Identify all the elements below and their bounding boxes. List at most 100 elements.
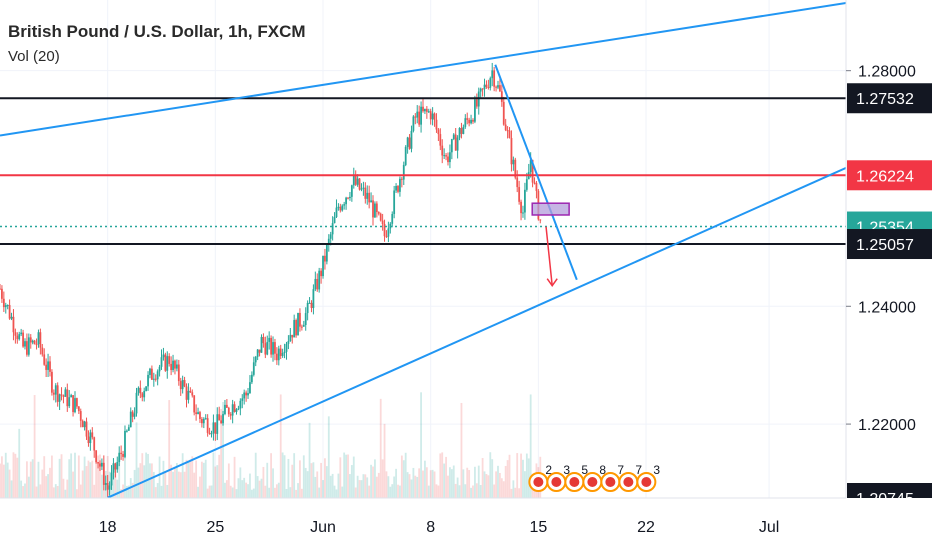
candle (245, 390, 248, 402)
candle-body (145, 386, 148, 391)
candle (535, 180, 538, 199)
candle (160, 349, 163, 370)
volume-bar (420, 392, 422, 498)
candle (325, 243, 328, 265)
candle (8, 299, 11, 320)
candle (47, 353, 49, 378)
economic-event-marker[interactable]: 7 (618, 463, 642, 492)
symbol-title[interactable]: British Pound / U.S. Dollar, 1h, FXCM (8, 22, 306, 41)
candle-body (533, 182, 536, 184)
candle (152, 372, 155, 387)
candle (279, 344, 282, 360)
volume-bar (508, 454, 511, 498)
economic-event-marker[interactable]: 5 (564, 463, 588, 492)
candle (393, 185, 396, 219)
volume-bar (462, 469, 465, 498)
candle-body (350, 185, 353, 197)
volume-indicator-label[interactable]: Vol (20) (8, 48, 60, 65)
candle-body (37, 332, 40, 345)
candle-body (14, 332, 17, 336)
candle (270, 335, 273, 358)
economic-event-marker[interactable]: 3 (636, 463, 660, 492)
candle (216, 407, 219, 441)
volume-bar (272, 468, 274, 498)
candle (27, 333, 30, 357)
volume-bar (304, 467, 307, 498)
candle-body (66, 389, 69, 407)
volume-bar (300, 488, 303, 498)
candle-body (60, 394, 63, 396)
candle-body (162, 354, 165, 358)
candle (366, 185, 369, 205)
candle (483, 78, 486, 97)
volume-bar (350, 465, 353, 498)
volume-bar (133, 469, 136, 498)
candle (449, 144, 451, 169)
candle-body (512, 159, 515, 165)
candle (229, 412, 232, 420)
price-badge-label: 1.26224 (856, 168, 914, 185)
candle-body (191, 392, 194, 396)
candle (247, 387, 249, 399)
candle (389, 222, 392, 234)
volume-bar (70, 453, 73, 498)
level-1.26224-badge[interactable]: 1.26224 (847, 160, 932, 191)
volume-bar (343, 452, 346, 498)
candle-body (379, 213, 382, 221)
candle (391, 211, 394, 228)
volume-bar (66, 479, 69, 498)
candle-body (499, 85, 501, 92)
volume-bar (145, 452, 148, 498)
candle (193, 395, 196, 416)
candle (26, 333, 28, 357)
candle (272, 336, 274, 362)
volume-bar (354, 487, 357, 498)
candle-body (249, 382, 251, 394)
volume-bar (279, 394, 282, 498)
volume-bar (466, 467, 469, 498)
arrow-head (546, 278, 558, 287)
candle-body (149, 368, 151, 375)
volume-bar (437, 485, 440, 498)
candle-body (506, 130, 509, 132)
candle-body (72, 395, 74, 413)
candle-body (295, 320, 297, 336)
candle (345, 196, 347, 210)
candle (504, 118, 507, 132)
volume-bar (179, 472, 182, 498)
volume-bar (285, 488, 288, 498)
volume-bar (241, 480, 244, 498)
candle-body (62, 395, 65, 397)
candle-body (270, 337, 273, 355)
level-1.27532-badge[interactable]: 1.27532 (847, 83, 932, 114)
candle (54, 383, 57, 403)
candle-body (470, 119, 472, 124)
candle (166, 351, 169, 379)
volume-bar (372, 466, 374, 498)
volume-bar (312, 462, 315, 498)
price-badge-bg (847, 229, 932, 260)
candle-body (108, 485, 111, 490)
candle (191, 389, 194, 398)
volume-bar (127, 485, 130, 498)
volume-bar (68, 459, 71, 498)
volume-bar (460, 402, 463, 498)
candle (18, 331, 21, 341)
candle (89, 429, 92, 451)
level-1.25057-badge[interactable]: 1.25057 (847, 229, 932, 260)
candle (331, 216, 334, 241)
candle-body (518, 187, 521, 202)
economic-event-marker[interactable]: 7 (600, 463, 624, 492)
candle (299, 308, 301, 332)
y-tick-label: 1.24000 (858, 299, 916, 316)
economic-event-marker[interactable]: 2 (528, 463, 552, 492)
candle (383, 219, 386, 242)
volume-bar (397, 484, 399, 498)
volume-bar (231, 487, 234, 498)
candle (174, 359, 176, 375)
volume-bar (85, 466, 88, 498)
volume-bar (497, 465, 499, 498)
candle-body (422, 106, 424, 112)
volume-bar (347, 454, 349, 498)
